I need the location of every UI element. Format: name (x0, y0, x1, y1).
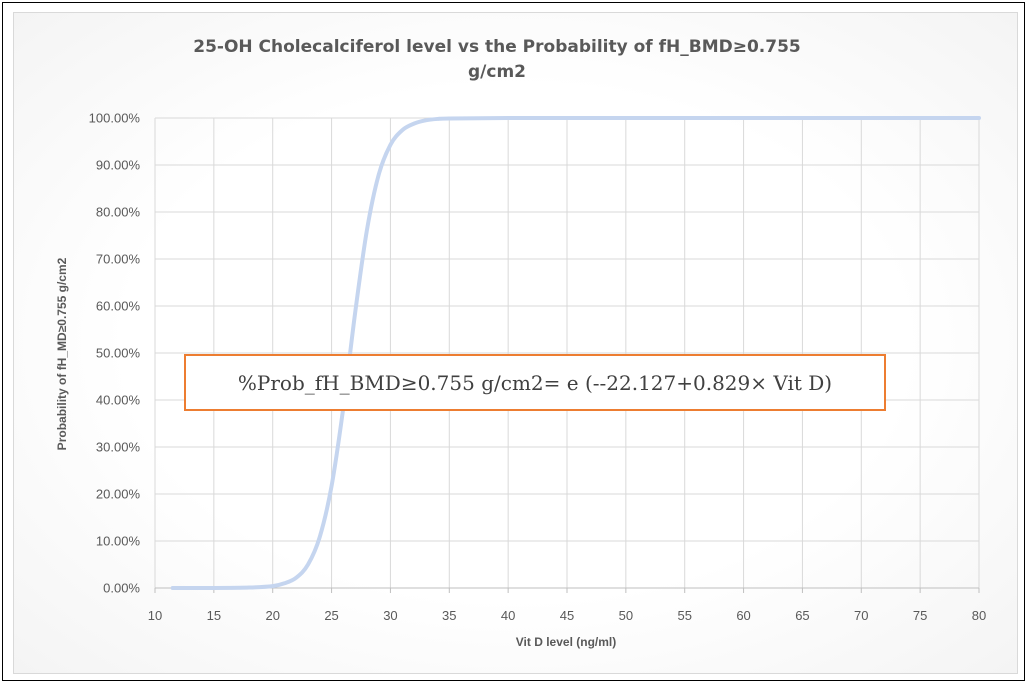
y-tick-label: 20.00% (96, 487, 141, 502)
x-tick-label: 20 (265, 608, 279, 623)
x-tick-label: 40 (501, 608, 515, 623)
x-tick-label: 70 (854, 608, 868, 623)
chart-title-line-2: g/cm2 (468, 62, 526, 82)
x-tick-label: 50 (619, 608, 633, 623)
y-tick-label: 0.00% (103, 581, 140, 596)
chart-area (13, 12, 1018, 674)
probability-curve (170, 115, 981, 591)
x-tick-label: 60 (736, 608, 750, 623)
x-tick-label: 55 (677, 608, 691, 623)
y-tick-label: 50.00% (96, 346, 141, 361)
x-axis-label: Vit D level (ng/ml) (516, 635, 616, 649)
x-tick-label: 10 (148, 608, 162, 623)
formula-annotation: %Prob_fH_BMD≥0.755 g/cm2= e (--22.127+0.… (184, 354, 886, 411)
y-tick-label: 90.00% (96, 158, 141, 173)
x-tick-label: 35 (442, 608, 456, 623)
x-tick-label: 15 (207, 608, 221, 623)
y-tick-label: 60.00% (96, 299, 141, 314)
grid-layer (154, 117, 980, 593)
y-tick-label: 40.00% (96, 393, 141, 408)
x-tick-label: 65 (795, 608, 809, 623)
y-tick-label: 70.00% (96, 252, 141, 267)
x-tick-label: 25 (324, 608, 338, 623)
x-tick-label: 30 (383, 608, 397, 623)
formula-text: %Prob_fH_BMD≥0.755 g/cm2= e (--22.127+0.… (237, 370, 833, 395)
y-tick-label: 30.00% (96, 440, 141, 455)
ticks-layer: 10 15 20 25 30 35 40 45 50 55 60 65 70 75 80 0.00% 10.00… (89, 111, 987, 624)
curve-layer (170, 115, 981, 591)
y-axis-label: Probability of fH_MD≥0.755 g/cm2 (55, 257, 69, 450)
x-tick-label: 75 (913, 608, 927, 623)
x-tick-label: 80 (972, 608, 986, 623)
y-tick-label: 10.00% (96, 534, 141, 549)
y-tick-label: 100.00% (89, 111, 141, 126)
y-tick-label: 80.00% (96, 205, 141, 220)
chart-title-line-1: 25-OH Cholecalciferol level vs the Proba… (193, 37, 801, 57)
x-tick-label: 45 (560, 608, 574, 623)
